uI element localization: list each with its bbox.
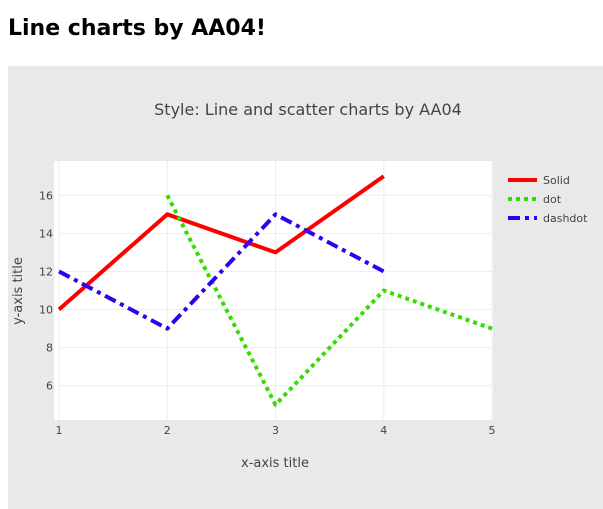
- y-axis-title: y-axis title: [11, 257, 26, 325]
- series-lines: [57, 174, 493, 407]
- legend: Solid dot dashdot: [508, 174, 588, 225]
- x-axis-title: x-axis title: [241, 456, 309, 471]
- x-tick-label: 5: [489, 424, 496, 437]
- chart-panel: 1 2 3 4 5 6 8 10 12 14 16 Style: Line and scatter …: [8, 66, 603, 509]
- chart-title: Style: Line and scatter charts by AA04: [154, 100, 462, 119]
- x-tick-label: 4: [380, 424, 387, 437]
- plot-area: [54, 161, 493, 420]
- y-tick-label: 6: [46, 380, 53, 393]
- series-line-solid: [57, 174, 385, 312]
- y-tick-label: 16: [39, 189, 53, 202]
- legend-item-dot[interactable]: dot: [508, 193, 562, 206]
- series-line-dot: [165, 194, 493, 407]
- y-tick-label: 14: [39, 227, 53, 240]
- series-line-dashdot: [58, 212, 385, 331]
- page-heading: Line charts by AA04!: [8, 16, 266, 41]
- legend-item-dashdot[interactable]: dashdot: [508, 212, 588, 225]
- x-tick-label: 2: [164, 424, 171, 437]
- y-tick-label: 10: [39, 304, 53, 317]
- x-tick-label: 1: [56, 424, 63, 437]
- legend-item-solid[interactable]: Solid: [508, 174, 570, 187]
- grid-lines: [58, 161, 493, 420]
- legend-label: dashdot: [543, 212, 588, 225]
- x-tick-label: 3: [272, 424, 279, 437]
- legend-label: Solid: [543, 174, 570, 187]
- y-tick-label: 12: [39, 265, 53, 278]
- y-tick-label: 8: [46, 342, 53, 355]
- legend-label: dot: [543, 193, 562, 206]
